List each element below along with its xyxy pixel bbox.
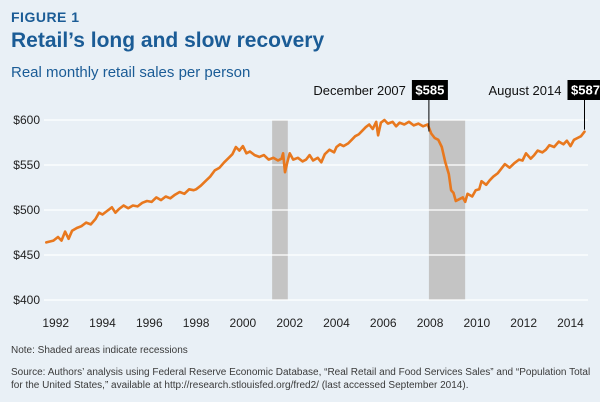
x-tick-label: 1998 bbox=[183, 316, 210, 330]
y-tick-label: $500 bbox=[13, 203, 40, 217]
chart-note: Note: Shaded areas indicate recessions bbox=[11, 345, 188, 356]
x-tick-label: 2000 bbox=[230, 316, 257, 330]
figure-label: FIGURE 1 bbox=[11, 9, 80, 25]
annotations: $585 December 2007 $587 August 2014 bbox=[313, 80, 600, 132]
y-tick-label: $600 bbox=[13, 113, 40, 127]
y-tick-label: $400 bbox=[13, 293, 40, 307]
x-tick-label: 2006 bbox=[370, 316, 397, 330]
x-tick-label: 1992 bbox=[42, 316, 69, 330]
series-layer bbox=[45, 118, 586, 244]
x-tick-label: 2012 bbox=[510, 316, 537, 330]
x-tick-label: 1994 bbox=[89, 316, 116, 330]
x-tick-label: 2002 bbox=[276, 316, 303, 330]
annotation-value: $587 bbox=[571, 83, 600, 98]
annotation-label: August 2014 bbox=[488, 83, 561, 98]
annotation-label: December 2007 bbox=[313, 83, 406, 98]
series-line-1 bbox=[45, 118, 586, 244]
y-axis: $400 $450 $500 $550 $600 bbox=[13, 113, 40, 307]
annotation-value-box bbox=[411, 80, 448, 100]
chart-source: Source: Authors’ analysis using Federal … bbox=[11, 367, 591, 391]
x-tick-label: 2004 bbox=[323, 316, 350, 330]
x-tick-label: 1996 bbox=[136, 316, 163, 330]
annotation-value: $585 bbox=[415, 83, 444, 98]
grid-lines bbox=[44, 119, 588, 301]
annotation-value-box bbox=[567, 80, 600, 100]
chart-subtitle: Real monthly retail sales per person bbox=[11, 64, 251, 81]
chart-title: Retail’s long and slow recovery bbox=[11, 29, 325, 52]
x-tick-label: 2010 bbox=[464, 316, 491, 330]
y-tick-label: $450 bbox=[13, 248, 40, 262]
x-tick-label: 2008 bbox=[417, 316, 444, 330]
y-tick-label: $550 bbox=[13, 158, 40, 172]
x-tick-label: 2014 bbox=[557, 316, 584, 330]
x-axis: 1992 1994 1996 1998 2000 2002 2004 2006 2008 2010… bbox=[42, 316, 584, 330]
